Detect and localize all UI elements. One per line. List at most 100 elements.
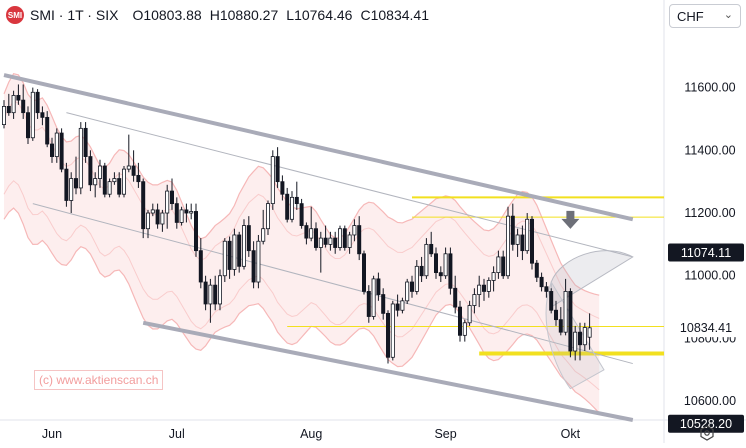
candle-body <box>246 225 251 252</box>
candle <box>213 275 218 311</box>
candle <box>261 209 266 245</box>
candle-body <box>515 234 520 245</box>
candle-body <box>510 215 515 245</box>
candle <box>318 231 323 273</box>
candle <box>136 162 141 188</box>
candle <box>429 231 434 257</box>
candle <box>414 260 419 295</box>
candle <box>544 282 549 298</box>
x-tick-label: Jul <box>169 427 185 441</box>
candle-body <box>11 95 16 114</box>
candle-body <box>443 253 448 277</box>
candle-body <box>145 212 150 230</box>
candle-body <box>50 143 55 157</box>
candle-body <box>93 178 98 186</box>
candle-body <box>501 256 506 277</box>
candle-body <box>563 291 568 333</box>
candle <box>299 198 304 229</box>
candle <box>251 241 256 289</box>
candle-body <box>232 234 237 270</box>
candle <box>390 300 395 361</box>
candle <box>539 272 544 292</box>
candle <box>6 93 11 116</box>
candle <box>333 231 338 254</box>
candle <box>371 275 376 320</box>
candle-body <box>150 209 155 214</box>
candle-body <box>189 211 194 214</box>
candle-body <box>453 287 458 308</box>
candle <box>64 162 69 207</box>
candle <box>424 238 429 279</box>
candle <box>203 275 208 311</box>
candle <box>217 269 222 311</box>
candle-body <box>98 165 103 179</box>
candle-body <box>74 178 79 189</box>
candle <box>117 172 122 198</box>
down-arrow-icon <box>561 210 580 229</box>
price-label: 10528.20 <box>680 417 732 431</box>
candle <box>30 87 35 141</box>
candle-body <box>270 156 275 205</box>
candle-body <box>520 234 525 252</box>
price-label: 11074.11 <box>681 246 731 260</box>
candle <box>155 203 160 229</box>
candle <box>472 288 477 314</box>
candle <box>169 178 174 210</box>
candle <box>419 256 424 283</box>
candle <box>107 178 112 198</box>
currency-select[interactable]: CHF ⌄ <box>669 4 741 28</box>
candle-body <box>578 331 583 346</box>
candle-body <box>6 106 11 114</box>
smi-logo-icon[interactable]: SMI <box>6 6 24 24</box>
candle <box>342 225 347 251</box>
candle <box>510 203 515 251</box>
candle <box>256 234 261 289</box>
candle <box>35 89 40 119</box>
candle <box>189 203 194 220</box>
close-value: 10834.41 <box>370 7 429 23</box>
candle-body <box>395 303 400 311</box>
candle <box>323 225 328 248</box>
band-line-2 <box>3 180 600 391</box>
candle <box>462 319 467 342</box>
candle-body <box>347 234 352 248</box>
candle-body <box>304 225 309 239</box>
candlestick-series <box>2 84 592 364</box>
band-line-3 <box>3 207 600 414</box>
candle <box>582 322 587 352</box>
symbol-title[interactable]: SMI · 1T · SIX <box>30 7 119 23</box>
candle <box>530 216 535 270</box>
candle <box>2 100 7 129</box>
candle-body <box>237 234 242 267</box>
candle <box>409 275 414 298</box>
candle <box>573 325 578 361</box>
candle <box>93 172 98 198</box>
low-label: L <box>286 7 295 23</box>
candle <box>400 297 405 314</box>
candle-body <box>525 218 530 252</box>
candle-body <box>16 95 21 101</box>
candle-body <box>318 237 323 248</box>
candle-body <box>505 215 510 277</box>
chevron-down-icon: ⌄ <box>723 9 733 21</box>
candle <box>21 84 26 119</box>
candle-body <box>2 106 7 125</box>
candle <box>280 175 285 201</box>
candle <box>141 178 146 239</box>
candle-body <box>64 168 69 201</box>
candle <box>25 106 30 145</box>
candle-body <box>251 250 256 283</box>
candle <box>448 247 453 295</box>
candle-body <box>179 209 184 223</box>
candle <box>558 307 563 336</box>
settings-hexagon-icon[interactable] <box>699 425 715 441</box>
candle-body <box>169 190 174 205</box>
candle <box>549 288 554 314</box>
channel-line-0 <box>3 73 634 222</box>
candle <box>78 122 83 195</box>
candle <box>481 278 486 301</box>
candle <box>520 225 525 261</box>
